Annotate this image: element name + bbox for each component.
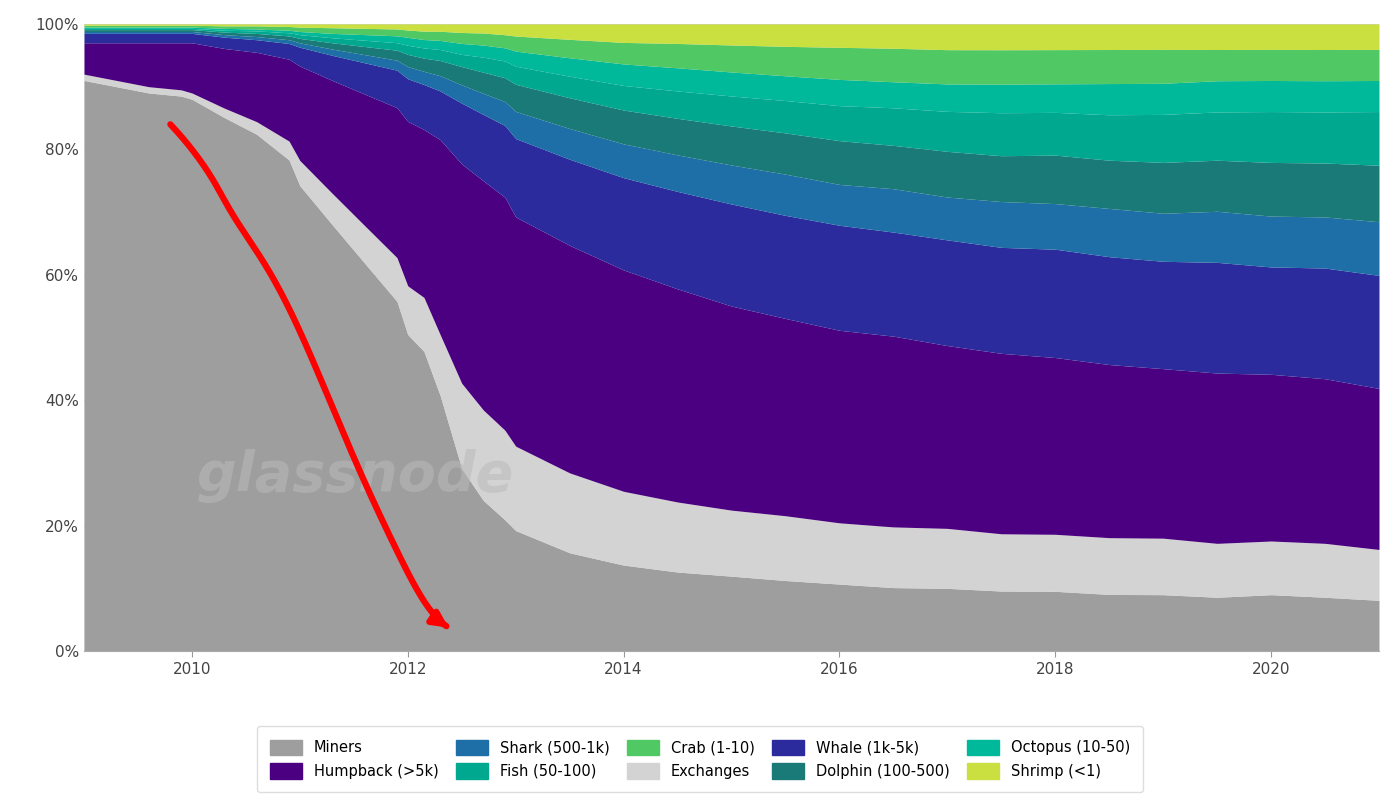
Legend: Miners, Humpback (>5k), Shark (500-1k), Fish (50-100), Crab (1-10), Exchanges, W: Miners, Humpback (>5k), Shark (500-1k), … [256, 726, 1144, 792]
Text: glassnode: glassnode [197, 448, 515, 503]
